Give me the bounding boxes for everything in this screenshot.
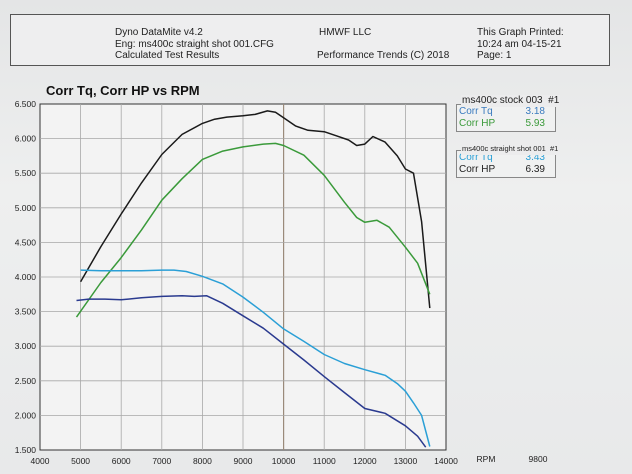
legend-straight-shot: ms400c straight shot 001 #1 Corr Tq 3.43… (456, 143, 560, 178)
legend-value: 3.43 (525, 152, 545, 163)
legend-stock: ms400c stock 003 #1 Corr Tq 3.18 Corr HP… (456, 95, 561, 132)
y-tick-label: 1.500 (15, 445, 37, 455)
y-tick-label: 6.000 (15, 134, 37, 144)
y-tick-label: 2.000 (15, 410, 37, 420)
y-tick-label: 3.500 (15, 307, 37, 317)
x-tick-label: 6000 (112, 456, 131, 466)
legend-straight-shot-hp: Corr HP 6.39 (459, 164, 553, 176)
legend-stock-title: ms400c stock 003 #1 (461, 95, 561, 107)
legend-label: Corr HP (459, 117, 496, 129)
x-tick-label: 9000 (234, 456, 253, 466)
page-number: Page: 1 (477, 50, 512, 61)
y-tick-label: 4.000 (15, 272, 37, 282)
x-tick-label: 10000 (272, 456, 296, 466)
legend-stock-hp: Corr HP 5.93 (459, 118, 553, 130)
header-right: This Graph Printed: 10:24 am 04-15-21 Pa… (477, 27, 564, 62)
x-tick-label: 11000 (313, 456, 336, 466)
x-tick-label: 13000 (394, 456, 418, 466)
legend-straight-shot-name: ms400c straight shot 001 (462, 144, 546, 153)
legend-label: Corr Tq (459, 106, 493, 117)
series-line (76, 294, 427, 448)
legend-stock-run: #1 (548, 95, 560, 106)
legend-value: 3.18 (525, 106, 545, 117)
legend-stock-name: ms400c stock 003 (462, 95, 543, 106)
series-line (80, 269, 431, 447)
engine-config: Eng: ms400c straight shot 001.CFG (115, 38, 274, 50)
series-line (79, 110, 431, 309)
legend-stock-tq: Corr Tq 3.18 (459, 106, 553, 118)
y-tick-label: 2.500 (15, 376, 37, 386)
x-tick-label: 12000 (353, 456, 377, 466)
legend-straight-shot-title: ms400c straight shot 001 #1 (461, 143, 560, 155)
x-tick-label: 5000 (71, 456, 90, 466)
copyright: Performance Trends (C) 2018 (317, 49, 450, 61)
legend-label: Corr HP (459, 163, 496, 175)
software-name: Dyno DataMite v4.2 (115, 27, 203, 38)
x-axis-label: RPM (477, 454, 496, 464)
company-name: HMWF LLC (319, 27, 372, 38)
report-type: Calculated Test Results (115, 50, 220, 61)
y-tick-label: 5.000 (15, 203, 37, 213)
header-left: Dyno DataMite v4.2 Eng: ms400c straight … (115, 27, 274, 62)
x-tick-label: 4000 (31, 456, 50, 466)
x-extra-tick-label: 9800 (529, 454, 548, 464)
legend-label: Corr Tq (459, 152, 493, 163)
y-tick-label: 4.500 (15, 237, 37, 247)
printed-label: This Graph Printed: (477, 27, 564, 38)
x-tick-label: 14000 (434, 456, 458, 466)
legend-value: 6.39 (525, 163, 545, 175)
legend-straight-shot-tq: Corr Tq 3.43 (459, 152, 553, 164)
header-center: HMWF LLC Performance Trends (C) 2018 (317, 27, 449, 61)
x-tick-label: 7000 (152, 456, 171, 466)
chart-title: Corr Tq, Corr HP vs RPM (46, 83, 200, 98)
y-tick-label: 6.500 (15, 99, 37, 109)
report-header: Dyno DataMite v4.2 Eng: ms400c straight … (10, 14, 610, 66)
printed-time: 10:24 am 04-15-21 (477, 38, 562, 50)
legend-value: 5.93 (525, 117, 545, 129)
x-tick-label: 8000 (193, 456, 212, 466)
series-line (75, 142, 431, 318)
y-tick-label: 5.500 (15, 168, 37, 178)
legend-straight-shot-run: #1 (549, 144, 559, 153)
y-tick-label: 3.000 (15, 341, 37, 351)
